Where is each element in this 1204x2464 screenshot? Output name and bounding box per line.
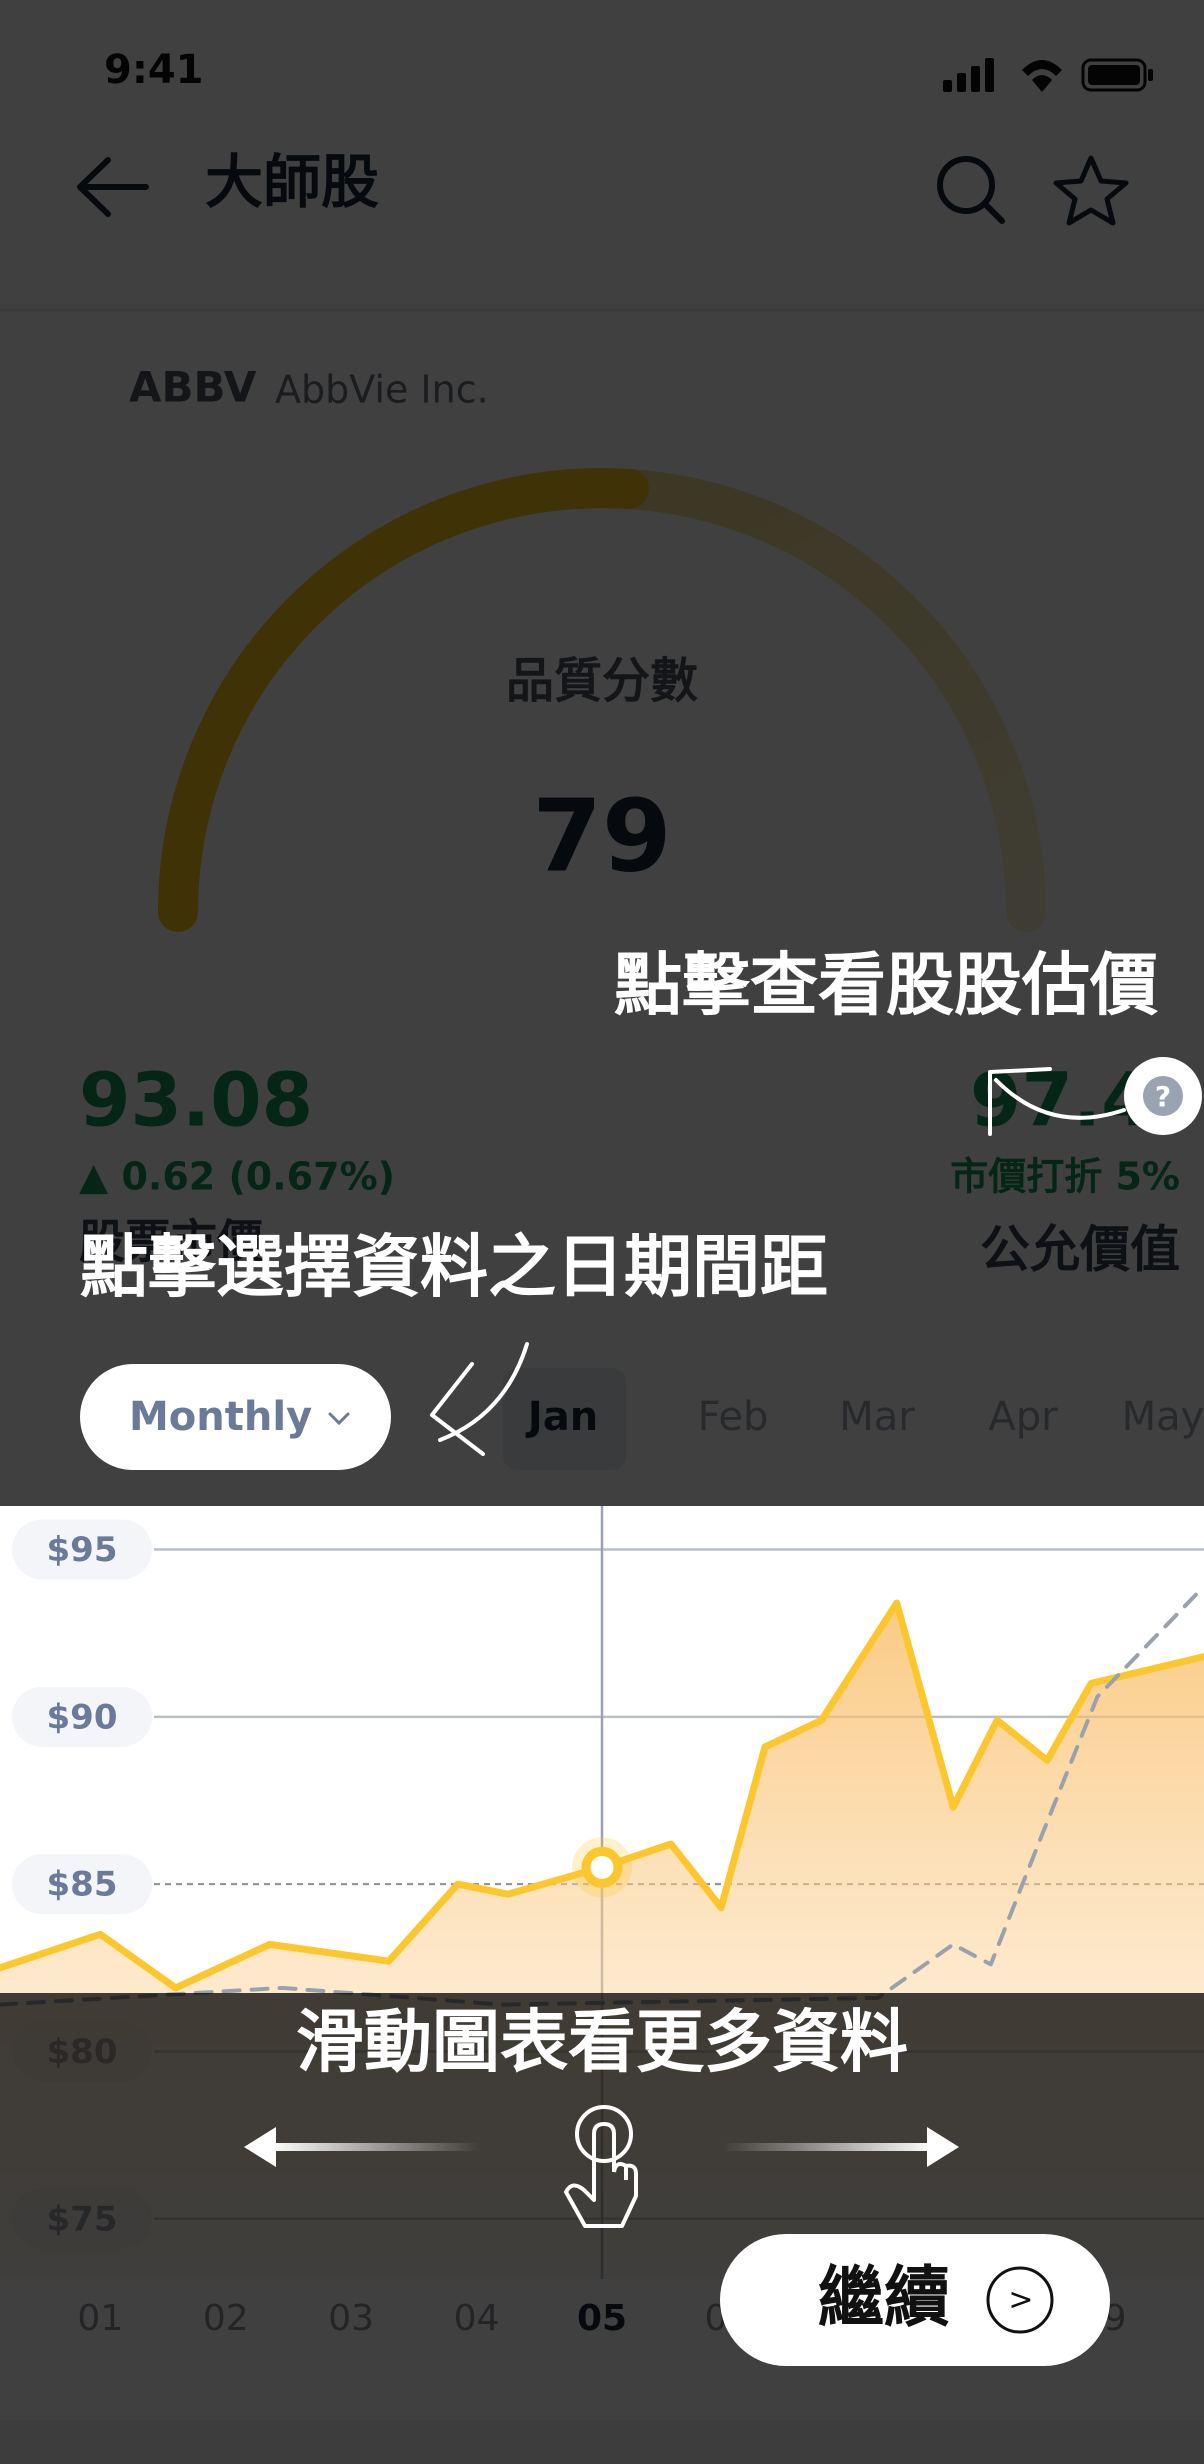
valuation-hint: 點擊查看股股估價 xyxy=(614,947,1158,1026)
continue-pill[interactable] xyxy=(720,2234,1110,2366)
continue-icon: > xyxy=(1008,2283,1033,2318)
help-button[interactable]: ? xyxy=(1124,1057,1202,1135)
y-tick-label: $85 xyxy=(47,1865,118,1905)
help-icon: ? xyxy=(1155,1080,1171,1113)
dropdown-pill[interactable] xyxy=(80,1364,391,1470)
y-tick-pill xyxy=(12,1686,152,1747)
dropdown-chevron xyxy=(328,1412,350,1426)
period-hint: 點擊選擇資料之日期間距 xyxy=(80,1229,828,1308)
continue-label: 繼續 xyxy=(818,2259,950,2336)
swipe-hint: 滑動圖表看更多資料 xyxy=(296,2004,908,2083)
y-tick-pill xyxy=(12,1519,152,1580)
hand-icon xyxy=(564,2105,638,2228)
selected-point xyxy=(581,1846,623,1888)
swipe-left-arrow xyxy=(270,2143,480,2151)
swipe-left-head xyxy=(244,2127,276,2167)
hint-arrow xyxy=(988,1067,1126,1136)
y-tick-label: $90 xyxy=(47,1697,118,1737)
swipe-right-head xyxy=(927,2127,959,2167)
swipe-right-arrow xyxy=(723,2143,933,2151)
continue-circle xyxy=(986,2266,1054,2334)
dropdown-label: Monthly xyxy=(129,1394,312,1440)
y-tick-pill xyxy=(12,1854,152,1915)
overlay-bottom xyxy=(0,1993,1204,2464)
overlay-top xyxy=(0,0,1204,1506)
help-inner xyxy=(1143,1076,1183,1116)
continue-button[interactable]: 繼續 > xyxy=(720,2234,1110,2366)
hint-arrow xyxy=(430,1342,529,1456)
period-dropdown[interactable]: Monthly xyxy=(80,1364,391,1470)
price-line xyxy=(0,1599,1204,1992)
y-tick-label: $95 xyxy=(47,1530,118,1570)
